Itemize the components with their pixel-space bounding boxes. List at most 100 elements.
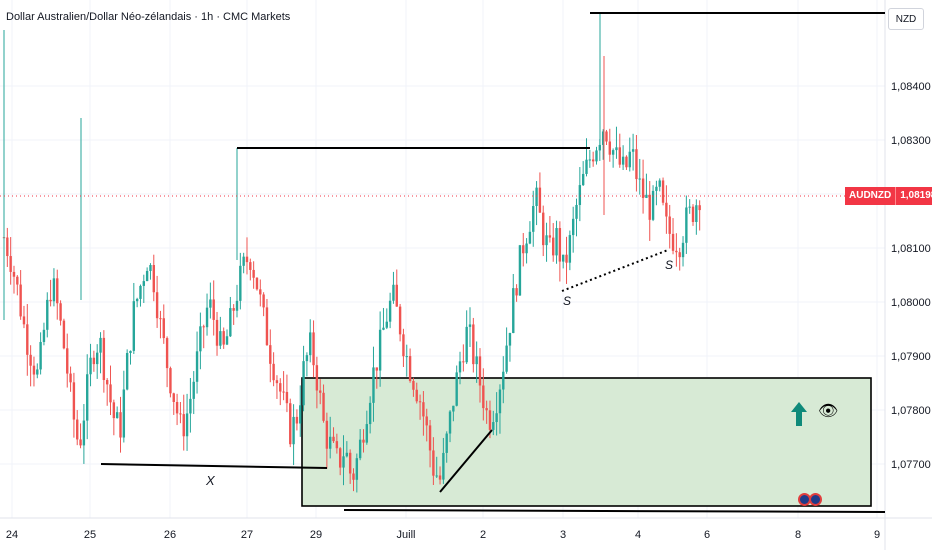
candle-body: [558, 228, 562, 262]
candle-body: [279, 383, 282, 392]
candle-body: [345, 452, 349, 457]
candle-body: [36, 369, 39, 375]
candle-body: [645, 194, 648, 198]
candle-body: [152, 265, 155, 293]
candle-body: [448, 411, 452, 434]
candle-body: [462, 361, 465, 363]
candle-body: [538, 187, 542, 213]
candle-body: [445, 433, 448, 453]
candle-body: [192, 381, 195, 399]
candle-body: [59, 303, 62, 321]
candle-body: [325, 420, 329, 449]
s1-annotation-label: S: [563, 294, 571, 308]
candle-body: [472, 324, 475, 365]
candle-body: [438, 475, 442, 480]
candle-body: [235, 300, 239, 311]
candle-body: [62, 320, 66, 349]
candle-body: [195, 351, 199, 382]
candle-body: [69, 373, 72, 383]
candle-body: [222, 331, 225, 345]
candle-body: [162, 318, 165, 339]
time-tick-label: 29: [310, 529, 322, 541]
candle-body: [269, 345, 272, 364]
candle-body: [355, 458, 359, 480]
last-price-badge: AUDNZD 1,08198: [845, 187, 932, 205]
candle-body: [648, 194, 651, 220]
candle-body: [641, 178, 645, 198]
candle-body: [202, 326, 205, 328]
candle-body: [9, 256, 12, 272]
candle-body: [335, 441, 339, 449]
candle-body: [185, 413, 189, 437]
candle-body: [295, 416, 299, 424]
candle-body: [512, 288, 515, 334]
last-price-symbol: AUDNZD: [845, 187, 896, 205]
candle-body: [605, 131, 608, 142]
candle-body: [189, 398, 192, 414]
candle-body: [618, 147, 621, 165]
candle-body: [92, 357, 96, 365]
candle-body: [611, 150, 615, 155]
candle-body: [255, 277, 259, 290]
candle-body: [125, 352, 129, 390]
candle-body: [408, 356, 412, 381]
candle-body: [458, 361, 462, 373]
candle-body: [89, 357, 92, 375]
candle-body: [562, 254, 565, 262]
candle-body: [492, 422, 495, 430]
candle-body: [46, 299, 49, 330]
candle-body: [169, 368, 172, 394]
candle-body: [272, 363, 275, 381]
candle-body: [96, 352, 99, 365]
time-tick-label: 24: [6, 529, 18, 541]
candle-body: [219, 331, 222, 346]
candle-body: [665, 202, 668, 217]
candle-body: [578, 185, 582, 205]
candle-body: [232, 308, 235, 311]
candle-body: [315, 365, 319, 391]
candle-body: [6, 237, 9, 257]
candle-body: [638, 178, 641, 180]
candle-body: [485, 408, 488, 411]
time-tick-label: 4: [635, 529, 641, 541]
eye-icon: 👁: [818, 403, 839, 420]
candle-body: [352, 473, 355, 480]
candle-body: [601, 131, 605, 145]
time-tick-label: 25: [84, 529, 96, 541]
time-tick-label: 27: [241, 529, 253, 541]
candle-body: [175, 401, 179, 414]
price-tick-label: 1,08300: [891, 135, 931, 147]
candle-body: [42, 329, 46, 342]
flag-icon[interactable]: [809, 493, 822, 506]
candle-body: [32, 365, 36, 375]
candle-body: [262, 294, 265, 308]
candle-body: [452, 405, 455, 412]
candle-body: [375, 367, 378, 371]
time-tick-label: 8: [795, 529, 801, 541]
trend-line: [439, 429, 493, 493]
candle-body: [518, 245, 522, 296]
candle-body: [26, 324, 29, 355]
candle-body: [302, 361, 305, 406]
candle-body: [382, 327, 385, 330]
candle-body: [495, 413, 498, 423]
price-tick-label: 1,07800: [891, 405, 931, 417]
candle-body: [199, 326, 202, 352]
chart-title: Dollar Australien/Dollar Néo-zélandais ·…: [6, 11, 291, 23]
candle-body: [695, 205, 698, 223]
bottom-line: [343, 509, 886, 513]
candle-body: [259, 289, 262, 295]
candle-body: [545, 235, 548, 246]
candle-body: [182, 414, 185, 437]
candle-body: [86, 374, 89, 421]
candle-body: [698, 205, 701, 211]
demand-zone-box: [301, 377, 872, 507]
candle-body: [455, 372, 458, 406]
candle-body: [442, 452, 445, 480]
candle-body: [179, 413, 182, 415]
currency-button[interactable]: NZD: [888, 8, 924, 30]
candle-body: [275, 380, 279, 384]
candle-body: [229, 308, 232, 337]
candle-body: [205, 307, 209, 328]
